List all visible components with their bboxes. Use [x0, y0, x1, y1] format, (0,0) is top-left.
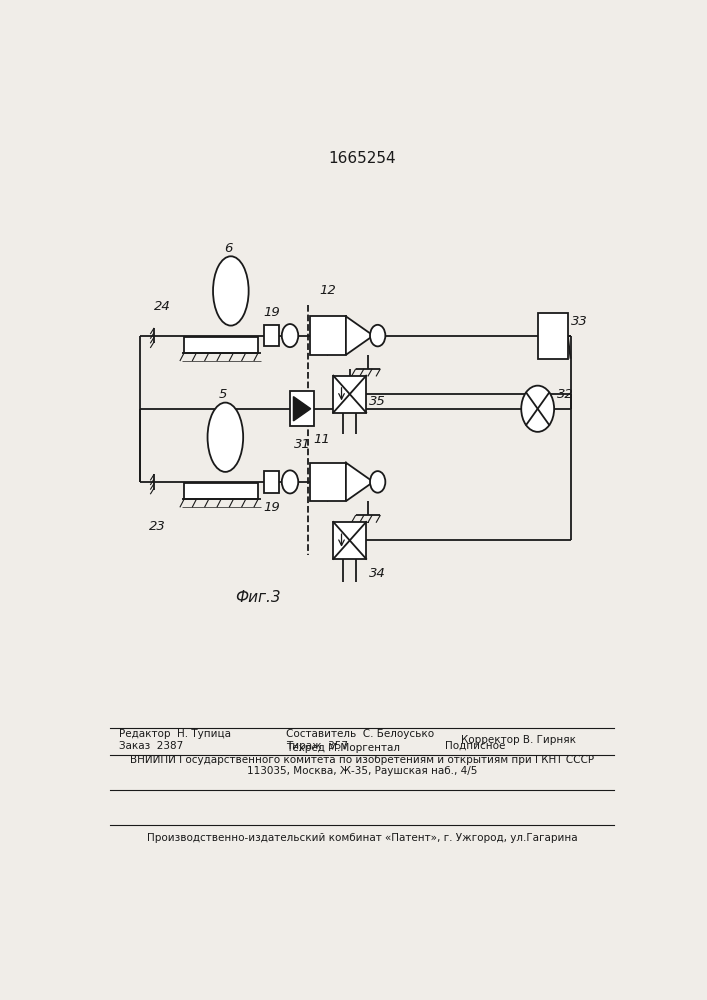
Text: 35: 35	[369, 395, 385, 408]
Bar	[185, 337, 258, 353]
Circle shape	[370, 325, 385, 346]
Text: Подписное: Подписное	[445, 741, 505, 751]
Text: 12: 12	[320, 284, 337, 297]
Text: 6: 6	[224, 242, 233, 255]
Text: 23: 23	[148, 520, 165, 533]
Bar	[310, 316, 346, 355]
Text: 5: 5	[218, 388, 227, 401]
Text: 33: 33	[571, 315, 588, 328]
Bar	[333, 522, 366, 559]
Circle shape	[521, 386, 554, 432]
Text: 19: 19	[263, 501, 280, 514]
Bar	[264, 325, 279, 346]
Circle shape	[282, 324, 298, 347]
Text: Заказ  2387: Заказ 2387	[119, 741, 183, 751]
Circle shape	[282, 470, 298, 493]
Text: Редактор  Н. Тупица: Редактор Н. Тупица	[119, 729, 230, 739]
Bar	[310, 463, 346, 501]
Bar	[290, 391, 315, 426]
Text: 34: 34	[369, 567, 385, 580]
Text: 31: 31	[293, 438, 310, 451]
Text: 11: 11	[313, 433, 329, 446]
Polygon shape	[293, 397, 310, 421]
Text: Корректор В. Гирняк: Корректор В. Гирняк	[461, 735, 576, 745]
Ellipse shape	[213, 256, 249, 326]
Text: 19: 19	[263, 306, 280, 319]
Text: Тираж  357: Тираж 357	[286, 741, 348, 751]
Bar	[264, 471, 279, 493]
Text: 24: 24	[154, 300, 171, 312]
Text: ВНИИПИ Государственного комитета по изобретениям и открытиям при ГКНТ СССР: ВНИИПИ Государственного комитета по изоб…	[130, 755, 595, 765]
Text: Фиг.3: Фиг.3	[235, 590, 281, 605]
Bar	[185, 483, 258, 499]
Text: 32: 32	[557, 388, 573, 401]
Polygon shape	[346, 316, 373, 355]
Ellipse shape	[208, 403, 243, 472]
Text: Составитель  С. Белоуськo: Составитель С. Белоуськo	[286, 729, 434, 739]
Text: Производственно-издательский комбинат «Патент», г. Ужгород, ул.Гагарина: Производственно-издательский комбинат «П…	[147, 833, 578, 843]
Bar	[538, 312, 568, 359]
Bar	[333, 376, 366, 413]
Circle shape	[370, 471, 385, 493]
Text: 1665254: 1665254	[329, 151, 396, 166]
Text: Техред М.Моргентал: Техред М.Моргентал	[286, 743, 399, 753]
Text: 113035, Москва, Ж-35, Раушская наб., 4/5: 113035, Москва, Ж-35, Раушская наб., 4/5	[247, 766, 477, 776]
Polygon shape	[346, 463, 373, 501]
